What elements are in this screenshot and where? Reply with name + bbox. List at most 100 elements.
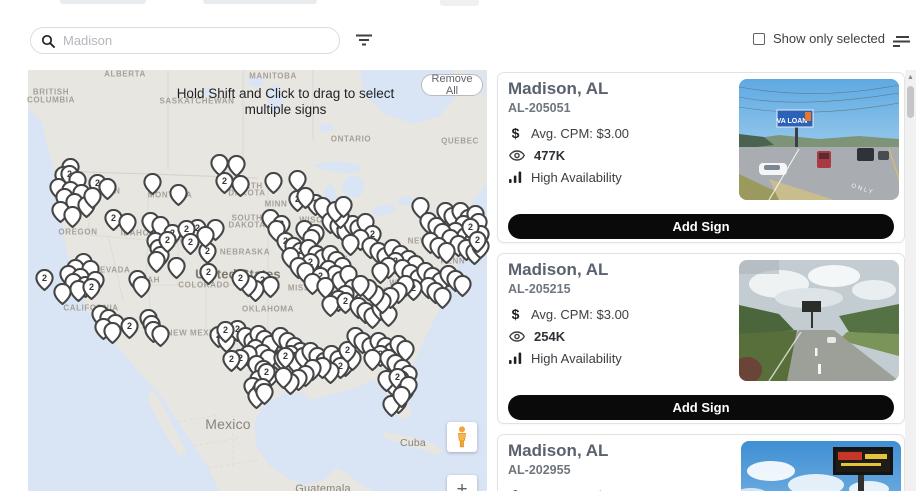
cpm-value: Avg. CPM: $3.00 (531, 125, 630, 141)
map-pin-cluster[interactable]: 2 (214, 171, 234, 195)
svg-text:2: 2 (66, 169, 71, 179)
map-pin-cluster[interactable]: 2 (275, 346, 295, 370)
map-pin[interactable] (263, 171, 283, 195)
sign-photo (739, 260, 899, 381)
map-pin[interactable] (150, 324, 170, 348)
cpm-value: Avg. CPM: $3.00 (531, 488, 629, 491)
map-pin[interactable] (452, 274, 472, 298)
map-pin-cluster[interactable]: 2 (198, 262, 218, 286)
map-pin-cluster[interactable]: 2 (215, 320, 235, 344)
sign-photo (741, 441, 901, 491)
map-pin-cluster[interactable]: 2 (103, 208, 123, 232)
map-pin[interactable] (52, 282, 72, 306)
card-id: AL-202955 (508, 463, 571, 477)
map-pin-cluster[interactable]: 2 (467, 230, 487, 254)
map-pin-cluster[interactable]: 2 (230, 268, 250, 292)
map-pin[interactable] (362, 348, 382, 372)
add-sign-button[interactable]: Add Sign (508, 395, 894, 420)
svg-text:2: 2 (41, 273, 46, 283)
map-pin[interactable] (370, 261, 390, 285)
svg-text:2: 2 (317, 271, 322, 281)
search-input[interactable]: Madison (30, 27, 340, 54)
dollar-icon: $ (509, 487, 522, 491)
svg-text:2: 2 (282, 351, 287, 361)
availability-bars-icon (509, 171, 522, 183)
map-pin[interactable] (254, 382, 274, 406)
map-pin[interactable] (340, 233, 360, 257)
map-pin[interactable] (230, 174, 250, 198)
map-pin[interactable] (97, 177, 117, 201)
svg-text:2: 2 (88, 282, 93, 292)
map-pin[interactable] (166, 256, 186, 280)
svg-text:2: 2 (228, 354, 233, 364)
remove-all-button[interactable]: Remove All (421, 73, 483, 97)
scrollbar-thumb[interactable] (907, 86, 914, 118)
svg-text:2: 2 (94, 178, 99, 188)
svg-text:2: 2 (110, 213, 115, 223)
card-id: AL-205051 (508, 101, 571, 115)
map-pin[interactable] (432, 286, 452, 310)
scrollbar-track[interactable] (905, 70, 916, 491)
map-pin-cluster[interactable]: 2 (335, 291, 355, 315)
svg-text:2: 2 (394, 372, 399, 382)
map-hint-text: Hold Shift and Click to drag to select m… (176, 86, 395, 117)
top-cutoff-fragment (440, 0, 479, 6)
map-pin[interactable] (436, 241, 456, 265)
impressions-value: 254K (534, 328, 566, 344)
availability-bars-icon (509, 352, 522, 364)
map-pin[interactable] (391, 385, 411, 409)
show-only-selected-label: Show only selected (773, 31, 886, 46)
svg-text:2: 2 (467, 222, 472, 232)
map-pin[interactable] (295, 186, 315, 210)
pegman-icon (458, 426, 466, 448)
sort-icon[interactable] (891, 33, 911, 49)
map-pin-cluster[interactable]: 2 (34, 268, 54, 292)
map-pin[interactable] (302, 272, 322, 296)
add-sign-button[interactable]: Add Sign (508, 214, 894, 239)
card-id: AL-205215 (508, 282, 571, 296)
svg-text:2: 2 (237, 273, 242, 283)
availability-value: High Availability (531, 350, 622, 366)
svg-text:2: 2 (282, 236, 287, 246)
map-pin[interactable] (131, 275, 151, 299)
map-pin[interactable] (62, 205, 82, 229)
svg-text:2: 2 (259, 275, 264, 285)
svg-text:2: 2 (344, 345, 349, 355)
map-pin[interactable] (117, 212, 137, 236)
svg-text:2: 2 (194, 223, 199, 233)
map-pin[interactable] (350, 274, 370, 298)
show-only-selected-checkbox[interactable] (753, 32, 765, 45)
eye-icon (509, 149, 525, 161)
search-icon (41, 34, 55, 48)
svg-text:2: 2 (234, 324, 239, 334)
map-pin[interactable] (226, 154, 246, 178)
map-pin[interactable] (209, 153, 229, 177)
impressions-value: 477K (534, 147, 566, 163)
card-title: Madison, AL (508, 79, 609, 98)
dollar-icon: $ (511, 306, 520, 322)
map-pin[interactable] (146, 250, 166, 274)
filter-icon[interactable] (354, 32, 374, 48)
map-pin[interactable] (142, 172, 162, 196)
pegman-control[interactable] (447, 422, 477, 452)
map-pin-cluster[interactable]: 2 (157, 230, 177, 254)
map-pin[interactable] (273, 366, 293, 390)
svg-text:2: 2 (337, 361, 342, 371)
svg-text:2: 2 (187, 237, 192, 247)
svg-text:2: 2 (204, 246, 209, 256)
map-pin[interactable] (195, 225, 215, 249)
map-pin[interactable] (333, 195, 353, 219)
zoom-in-button[interactable]: + (447, 475, 477, 491)
scrollbar-up-arrow[interactable]: ▲ (907, 73, 914, 81)
map-pin[interactable] (82, 186, 102, 210)
map-pin-cluster[interactable]: 2 (119, 316, 139, 340)
map-pin[interactable] (102, 321, 122, 345)
map-pin[interactable] (168, 183, 188, 207)
svg-text:2: 2 (474, 235, 479, 245)
map-pin-cluster[interactable]: 2 (81, 277, 101, 301)
svg-text:2: 2 (307, 257, 312, 267)
map-pin-cluster[interactable]: 2 (221, 349, 241, 373)
top-cutoff-fragment (203, 0, 317, 4)
map-pin[interactable] (260, 275, 280, 299)
